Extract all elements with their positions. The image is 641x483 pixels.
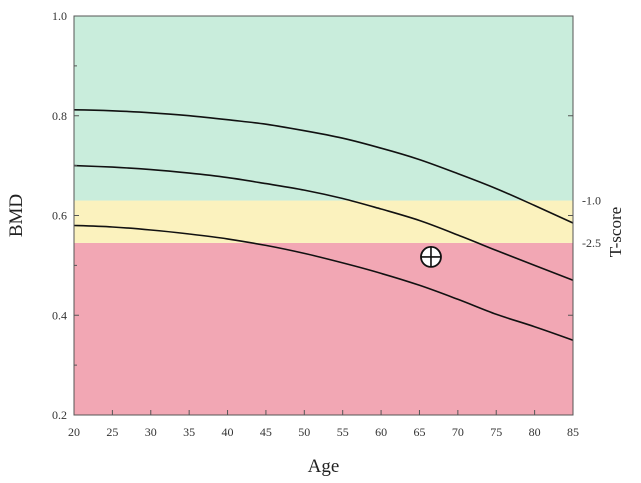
reference-curve-1 <box>73 164 574 282</box>
patient-marker <box>420 245 442 268</box>
risk-bands <box>74 16 573 415</box>
x-tick-label: 50 <box>298 425 310 439</box>
reference-curves <box>73 109 574 341</box>
x-axis-ticks: 20 25 30 35 40 45 50 55 60 65 70 75 80 85 <box>68 410 579 439</box>
risk-band-2 <box>74 16 573 201</box>
x-tick-label: 55 <box>337 425 349 439</box>
reference-curve-2 <box>73 224 574 341</box>
x-tick-label: 80 <box>529 425 541 439</box>
x-tick-label: 40 <box>222 425 234 439</box>
t-score-axis: -1.0 -2.5 <box>568 15 601 416</box>
right-axis-title: T-score <box>606 207 625 257</box>
y-tick-label: 0.6 <box>52 209 67 223</box>
y-tick-label: 0.2 <box>52 408 67 422</box>
risk-band-0 <box>74 242 573 415</box>
y-axis-ticks: 0.2 0.4 0.6 0.8 1.0 <box>52 9 79 422</box>
x-tick-label: 25 <box>106 425 118 439</box>
x-tick-label: 75 <box>490 425 502 439</box>
t-score-label: -1.0 <box>582 194 601 208</box>
x-tick-label: 45 <box>260 425 272 439</box>
x-tick-label: 70 <box>452 425 464 439</box>
y-tick-label: 1.0 <box>52 9 67 23</box>
x-tick-label: 85 <box>567 425 579 439</box>
x-tick-label: 60 <box>375 425 387 439</box>
y-axis-title: BMD <box>6 194 27 237</box>
t-score-label: -2.5 <box>582 236 601 250</box>
reference-curve-0 <box>73 109 574 224</box>
y-tick-label: 0.8 <box>52 109 67 123</box>
x-tick-label: 35 <box>183 425 195 439</box>
x-tick-label: 65 <box>413 425 425 439</box>
risk-band-1 <box>74 200 573 243</box>
x-tick-label: 20 <box>68 425 80 439</box>
x-tick-label: 30 <box>145 425 157 439</box>
y-tick-label: 0.4 <box>52 308 67 322</box>
x-axis-title: Age <box>308 456 340 477</box>
